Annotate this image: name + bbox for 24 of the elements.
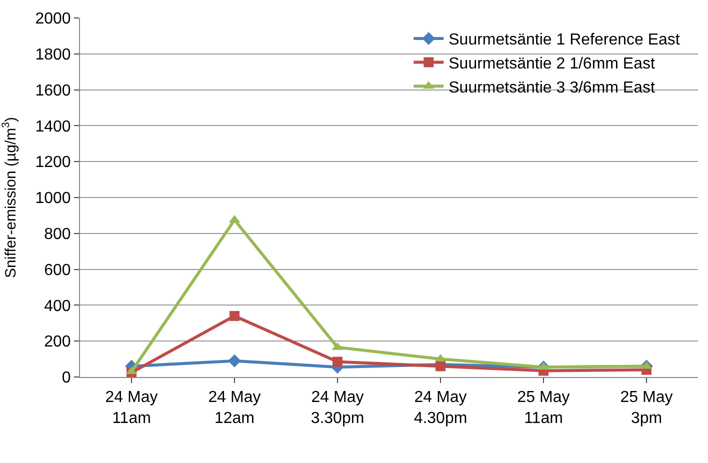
y-tick-label: 1000 xyxy=(35,190,71,208)
y-tick-label: 600 xyxy=(44,262,71,279)
point xyxy=(436,361,446,372)
legend-label: Suurmetsäntie 3 3/6mm East xyxy=(448,79,656,96)
y-tick-label: 200 xyxy=(44,334,71,351)
x-tick-label: 25 May 11am xyxy=(517,389,570,427)
point xyxy=(228,354,241,368)
y-tick-label: 1400 xyxy=(35,118,71,136)
x-tick-label: 24 May 3.30pm xyxy=(310,389,364,427)
y-tick-label: 400 xyxy=(44,298,71,315)
y-tick-label: 1200 xyxy=(35,154,71,172)
point xyxy=(332,356,342,367)
x-tick-label: 24 May 12am xyxy=(208,389,261,427)
y-tick-label: 800 xyxy=(44,226,71,243)
x-tick-label: 25 May 3pm xyxy=(620,389,673,427)
y-tick-label: 1600 xyxy=(35,82,71,100)
y-tick-label: 2000 xyxy=(35,10,71,28)
x-tick-label: 24 May 4.30pm xyxy=(414,389,468,427)
y-tick-label: 0 xyxy=(62,370,71,387)
legend-label: Suurmetsäntie 2 1/6mm East xyxy=(448,56,656,73)
y-tick-label: 1800 xyxy=(35,46,71,64)
legend-label: Suurmetsäntie 1 Reference East xyxy=(448,32,680,49)
x-tick-label: 24 May 11am xyxy=(105,389,158,427)
point xyxy=(230,310,240,321)
